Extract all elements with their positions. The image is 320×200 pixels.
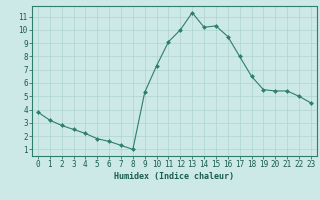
X-axis label: Humidex (Indice chaleur): Humidex (Indice chaleur) xyxy=(115,172,234,181)
